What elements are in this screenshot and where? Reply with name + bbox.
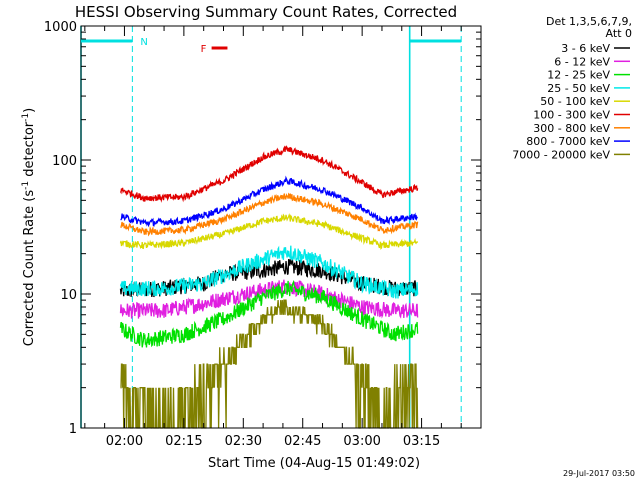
x-tick-label-6: 03:15 [403, 434, 440, 449]
y-tick-label-2: 10 [60, 288, 77, 303]
legend-label-4: 25 - 50 keV [547, 82, 610, 95]
y-tick-label-4: 1000 [44, 20, 77, 35]
y-axis-label-part-1: Corrected Count Rate (s [22, 190, 37, 347]
y-axis-label-part-2: detector [22, 121, 37, 181]
plot-frame [80, 25, 482, 429]
series-line-5 [119, 213, 419, 250]
legend-label-5: 50 - 100 keV [540, 95, 610, 108]
series-line-7 [120, 192, 419, 237]
y-axis-label-part-3: ) [22, 108, 37, 113]
legend-label-9: 7000 - 20000 keV [512, 148, 610, 161]
series-group [119, 145, 419, 429]
series-line-2 [119, 279, 419, 319]
chart-title: HESSI Observing Summary Count Rates, Cor… [75, 3, 457, 21]
x-tick-label-4: 02:45 [284, 434, 321, 449]
legend-header-line-1: Det 1,3,5,6,7,9, [546, 15, 632, 28]
x-axis-label: Start Time (04-Aug-15 01:49:02) [208, 456, 420, 471]
generation-timestamp: 29-Jul-2017 03:50 [563, 469, 635, 478]
x-tick-label-2: 02:15 [165, 434, 202, 449]
y-axis-label-exponent-1: -1 [21, 181, 31, 190]
x-tick-label-3: 02:30 [225, 434, 262, 449]
y-axis-label-exponent-2: -1 [21, 113, 31, 122]
legend-label-6: 100 - 300 keV [533, 109, 610, 122]
series-line-4 [119, 245, 419, 299]
legend-label-2: 6 - 12 keV [554, 55, 610, 68]
legend-label-8: 800 - 7000 keV [526, 135, 610, 148]
legend-header-line-2: Att 0 [606, 27, 632, 40]
axis-ticks: 1 10 100 1000 02:00 02:15 02:30 02:45 03:00 03:15 [44, 20, 481, 449]
x-tick-label-1: 02:00 [106, 434, 143, 449]
y-axis-label: Corrected Count Rate (s-1 detector-1) [21, 108, 37, 346]
legend-label-7: 300 - 800 keV [533, 122, 610, 135]
y-tick-label-1: 1 [69, 422, 77, 437]
series-line-6 [119, 145, 419, 203]
series-line-9 [120, 299, 419, 429]
legend-label-3: 12 - 25 keV [547, 69, 610, 82]
series-line-3 [119, 279, 419, 348]
flare-label: F [201, 44, 207, 55]
legend-label-1: 3 - 6 keV [561, 42, 610, 55]
night-label: N [140, 37, 147, 48]
x-tick-label-5: 03:00 [343, 434, 380, 449]
series-line-8 [120, 175, 418, 228]
annotations: NF [81, 37, 462, 55]
y-tick-label-3: 100 [52, 154, 77, 169]
